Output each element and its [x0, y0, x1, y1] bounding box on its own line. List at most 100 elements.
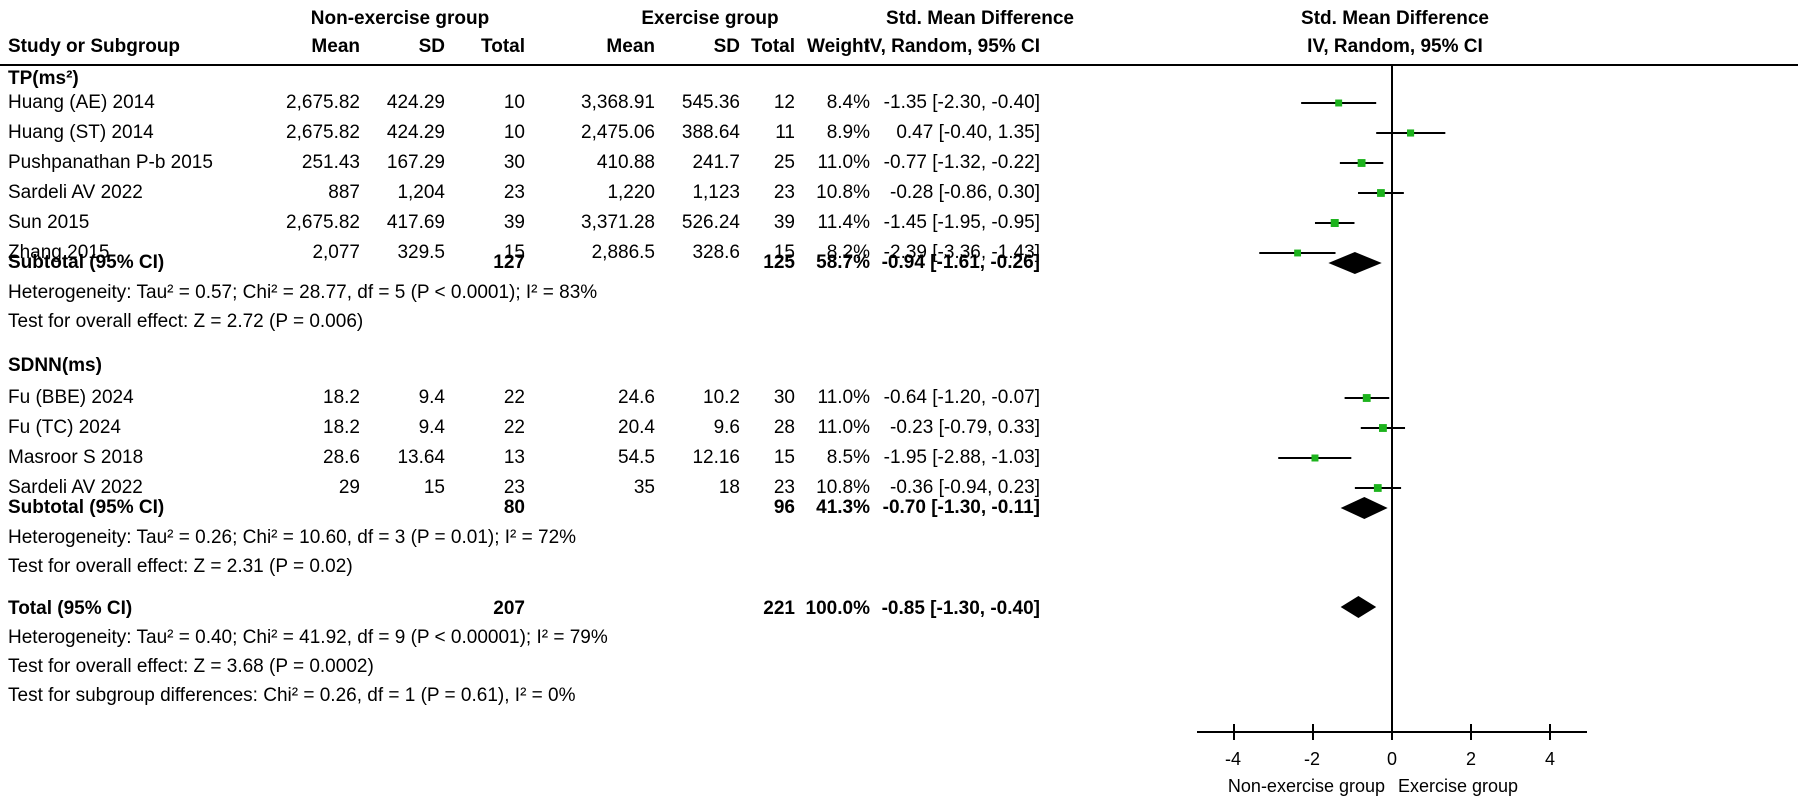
- subgroup-title: TP(ms²): [8, 68, 79, 89]
- n1: 23: [503, 477, 525, 498]
- axis-right-label: Exercise group: [1398, 776, 1519, 796]
- effect-column-header: Std. Mean Difference: [886, 8, 1074, 29]
- study-marker: [1330, 219, 1339, 227]
- n2: 39: [773, 212, 795, 233]
- sd2: 9.6: [713, 417, 740, 438]
- subtotal-label: Subtotal (95% CI): [8, 497, 165, 518]
- weight: 8.9%: [826, 122, 870, 143]
- sd1: 424.29: [386, 92, 445, 113]
- n1: 30: [503, 152, 525, 173]
- n1: 15: [503, 242, 525, 263]
- mean2-header: Mean: [606, 36, 655, 57]
- mean1: 18.2: [323, 417, 360, 438]
- sd1: 1,204: [397, 182, 445, 203]
- sd1: 9.4: [418, 417, 445, 438]
- sd2: 388.64: [681, 122, 740, 143]
- header-rule: [0, 64, 1798, 66]
- study-name: Sun 2015: [8, 212, 90, 233]
- sd2: 241.7: [692, 152, 740, 173]
- subtotal-n1: 127: [493, 252, 525, 273]
- overall-effect-text: Test for overall effect: Z = 2.72 (P = 0…: [8, 311, 364, 332]
- n1: 23: [503, 182, 525, 203]
- n2: 30: [773, 387, 795, 408]
- axis-left-label: Non-exercise group: [1227, 776, 1385, 796]
- sd2: 526.24: [681, 212, 740, 233]
- mean2: 1,220: [607, 182, 655, 203]
- study-name: Masroor S 2018: [8, 447, 144, 468]
- n2: 15: [773, 242, 795, 263]
- effect-ci: -1.95 [-2.88, -1.03]: [883, 447, 1040, 468]
- subtotal-n2: 125: [763, 252, 795, 273]
- study-name: Fu (BBE) 2024: [8, 387, 134, 408]
- plot-ci-header: IV, Random, 95% CI: [1307, 36, 1483, 57]
- mean1: 18.2: [323, 387, 360, 408]
- sd1-header: SD: [418, 36, 445, 57]
- subtotal-weight: 41.3%: [816, 497, 870, 518]
- subtotal-label: Subtotal (95% CI): [8, 252, 165, 273]
- pooled-diamonds: [1328, 252, 1388, 618]
- sd1: 417.69: [386, 212, 445, 233]
- tick-label: -4: [1224, 749, 1241, 769]
- effect-ci: -0.77 [-1.32, -0.22]: [883, 152, 1040, 173]
- weight: 8.2%: [826, 242, 870, 263]
- study-marker: [1407, 129, 1415, 137]
- weight: 10.8%: [816, 477, 870, 498]
- effect-ci: 0.47 [-0.40, 1.35]: [896, 122, 1040, 143]
- total-overall-effect-text: Test for overall effect: Z = 3.68 (P = 0…: [8, 656, 374, 677]
- sd2: 328.6: [692, 242, 740, 263]
- study-marker: [1378, 424, 1387, 432]
- tick-label: 0: [1386, 749, 1397, 769]
- sd1: 9.4: [418, 387, 445, 408]
- effect-ci: -0.28 [-0.86, 0.30]: [890, 182, 1040, 203]
- sd2-header: SD: [713, 36, 740, 57]
- sd2: 18: [718, 477, 740, 498]
- sd2: 545.36: [681, 92, 740, 113]
- mean1: 2,077: [312, 242, 360, 263]
- sd2: 12.16: [692, 447, 740, 468]
- subtotal-ci: -0.94 [-1.61, -0.26]: [881, 252, 1040, 273]
- n2: 11: [775, 122, 795, 143]
- study-marker: [1357, 159, 1366, 167]
- weight: 10.8%: [816, 182, 870, 203]
- heterogeneity-text: Heterogeneity: Tau² = 0.26; Chi² = 10.60…: [8, 527, 577, 548]
- mean1: 2,675.82: [286, 212, 360, 233]
- mean1: 251.43: [301, 152, 360, 173]
- study-name: Huang (ST) 2014: [8, 122, 154, 143]
- study-name: Zhang 2015: [8, 242, 110, 263]
- total-n2: 221: [763, 598, 795, 619]
- effect-ci: -1.35 [-2.30, -0.40]: [883, 92, 1040, 113]
- overall-effect-text: Test for overall effect: Z = 2.31 (P = 0…: [8, 556, 353, 577]
- effect-ci: -2.39 [-3.36, -1.43]: [883, 242, 1040, 263]
- effect-ci: -0.23 [-0.79, 0.33]: [890, 417, 1040, 438]
- n2: 23: [773, 477, 795, 498]
- study-marker: [1362, 394, 1371, 402]
- mean2: 20.4: [618, 417, 655, 438]
- study-name: Fu (TC) 2024: [8, 417, 121, 438]
- study-marker: [1377, 189, 1385, 197]
- study-marker: [1311, 454, 1319, 462]
- group2-header: Exercise group: [641, 8, 779, 29]
- sd2: 10.2: [703, 387, 740, 408]
- study-marker: [1373, 484, 1382, 492]
- mean1: 2,675.82: [286, 92, 360, 113]
- study-name: Sardeli AV 2022: [8, 182, 143, 203]
- n1: 22: [503, 417, 525, 438]
- mean2: 3,371.28: [581, 212, 655, 233]
- mean1: 2,675.82: [286, 122, 360, 143]
- x-axis-ticks: [1233, 724, 1551, 740]
- sd1: 13.64: [397, 447, 445, 468]
- subtotal-n2: 96: [773, 497, 795, 518]
- n2: 28: [773, 417, 795, 438]
- subtotal-ci: -0.70 [-1.30, -0.11]: [882, 497, 1040, 518]
- n2: 12: [773, 92, 795, 113]
- sd1: 329.5: [397, 242, 445, 263]
- study-markers: [1259, 99, 1446, 492]
- sd1: 424.29: [386, 122, 445, 143]
- study-marker: [1335, 99, 1343, 107]
- mean1: 29: [338, 477, 360, 498]
- subtotal-n1: 80: [503, 497, 525, 518]
- total-weight: 100.0%: [805, 598, 870, 619]
- mean1: 887: [328, 182, 360, 203]
- effect-ci: -1.45 [-1.95, -0.95]: [883, 212, 1040, 233]
